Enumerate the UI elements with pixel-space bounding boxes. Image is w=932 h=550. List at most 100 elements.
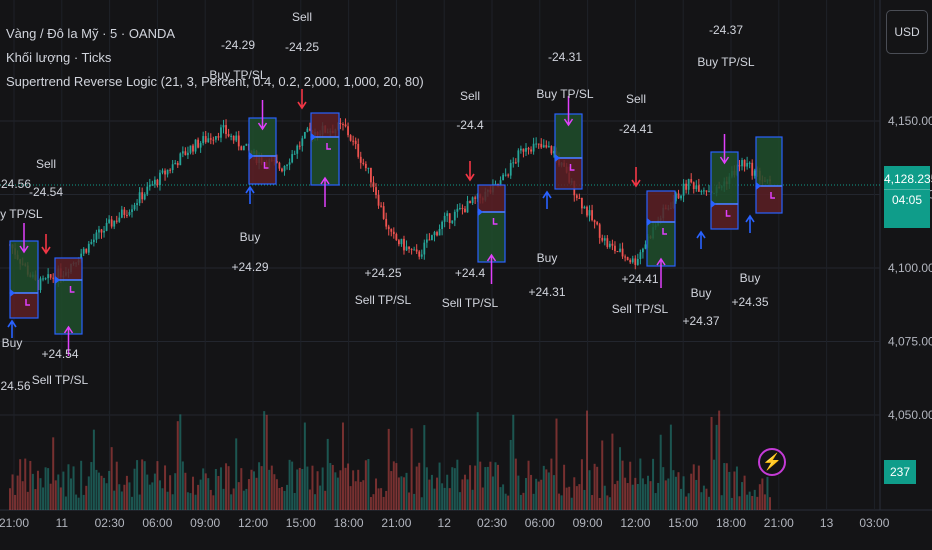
volume-bar (293, 493, 296, 510)
candle-body (367, 167, 370, 169)
candle-body (603, 238, 606, 241)
candle-body (204, 136, 207, 143)
volume-bar (161, 488, 164, 510)
volume-bar (654, 493, 657, 510)
candle-body (464, 208, 466, 213)
candle-body (748, 162, 751, 164)
candle-body (232, 135, 235, 141)
volume-bar (192, 476, 195, 510)
candle-body (466, 201, 469, 213)
volume-bar (250, 469, 253, 510)
candle-body (438, 228, 441, 236)
candle-body (207, 138, 210, 143)
volume-bar (362, 480, 365, 510)
candle-body (380, 205, 383, 207)
candle-body (153, 179, 156, 185)
candle-body (209, 138, 212, 140)
candle-body (110, 219, 113, 227)
volume-bar (692, 464, 695, 510)
volume-bar (377, 488, 380, 510)
volume-bar (672, 470, 675, 510)
signal-value: -24.54 (29, 185, 63, 199)
volume-bar (70, 478, 73, 510)
volume-bar (629, 461, 632, 510)
tpsl-exit-arrow (19, 223, 29, 254)
volume-bar (522, 492, 525, 510)
candle-body (146, 186, 149, 195)
volume-bar (720, 495, 723, 510)
volume-bar (392, 461, 395, 510)
volume-bar (504, 493, 507, 510)
entry-triangle (711, 200, 716, 208)
volume-bar (151, 482, 154, 510)
volume-bar (301, 468, 304, 510)
symbol-title[interactable]: Vàng / Đô la Mỹ · 5 · OANDA (6, 26, 176, 41)
volume-bar (743, 475, 746, 510)
candle-body (507, 174, 510, 176)
volume-bar (677, 472, 680, 510)
volume-legend[interactable]: Khối lượng · Ticks (6, 50, 112, 65)
candle-body (354, 140, 357, 144)
volume-bar (146, 474, 149, 510)
volume-bar (484, 467, 487, 510)
trade-box-lower (554, 157, 583, 190)
candle-body (194, 139, 197, 152)
candle-body (397, 240, 400, 245)
volume-bar (715, 424, 718, 510)
candle-body (42, 278, 44, 280)
volume-bar (664, 480, 667, 510)
volume-value-tag: 237 (884, 460, 916, 484)
signal-label: Sell (460, 89, 480, 103)
volume-bar (21, 481, 24, 510)
trade-box-upper (755, 136, 783, 187)
x-tick-label: 09:00 (573, 516, 603, 530)
volume-bar (14, 494, 17, 510)
exit-value: -24.56 (0, 177, 31, 191)
volume-bar (466, 479, 469, 510)
candle-body (596, 222, 599, 225)
volume-bar (19, 459, 22, 510)
candle-body (695, 185, 698, 190)
trade-box-lower (710, 203, 739, 230)
volume-bar (80, 460, 83, 510)
candle-body (451, 220, 454, 223)
exit-value: +24.54 (41, 347, 78, 361)
tpsl-exit-arrow (63, 325, 74, 356)
volume-bar (120, 491, 123, 510)
candle-body (370, 167, 372, 183)
candle-body (502, 174, 505, 181)
entry-triangle (10, 289, 15, 297)
candle-body (743, 160, 746, 167)
volume-bar (469, 465, 472, 510)
indicator-legend[interactable]: Supertrend Reverse Logic (21, 3, Percent… (6, 74, 424, 89)
candle-body (436, 232, 438, 236)
candle-body (626, 257, 629, 261)
volume-bar (741, 482, 744, 510)
volume-bar (270, 465, 273, 510)
x-tick-label: 02:30 (95, 516, 125, 530)
y-tick-label: 4,100.000 (888, 261, 932, 275)
candle-body (611, 243, 614, 246)
sell-arrow (631, 167, 641, 188)
volume-bar (601, 440, 604, 510)
volume-bar (303, 422, 306, 510)
volume-bar (385, 490, 388, 510)
candle-body (118, 217, 121, 222)
volume-bar (253, 471, 256, 510)
volume-bar (502, 484, 505, 510)
volume-bar (280, 486, 283, 510)
volume-bar (169, 475, 172, 510)
candle-body (52, 277, 55, 279)
candle-body (448, 213, 451, 223)
candle-body (344, 124, 347, 127)
candle-body (92, 239, 95, 243)
candle-body (387, 226, 390, 230)
x-tick-label: 03:00 (859, 516, 889, 530)
volume-bar (133, 468, 136, 510)
volume-bar (90, 462, 93, 510)
lightning-bolt-icon[interactable]: ⚡ (758, 448, 786, 476)
currency-button[interactable]: USD (886, 10, 928, 54)
candle-body (237, 135, 240, 147)
x-tick-label: 11 (56, 516, 69, 530)
